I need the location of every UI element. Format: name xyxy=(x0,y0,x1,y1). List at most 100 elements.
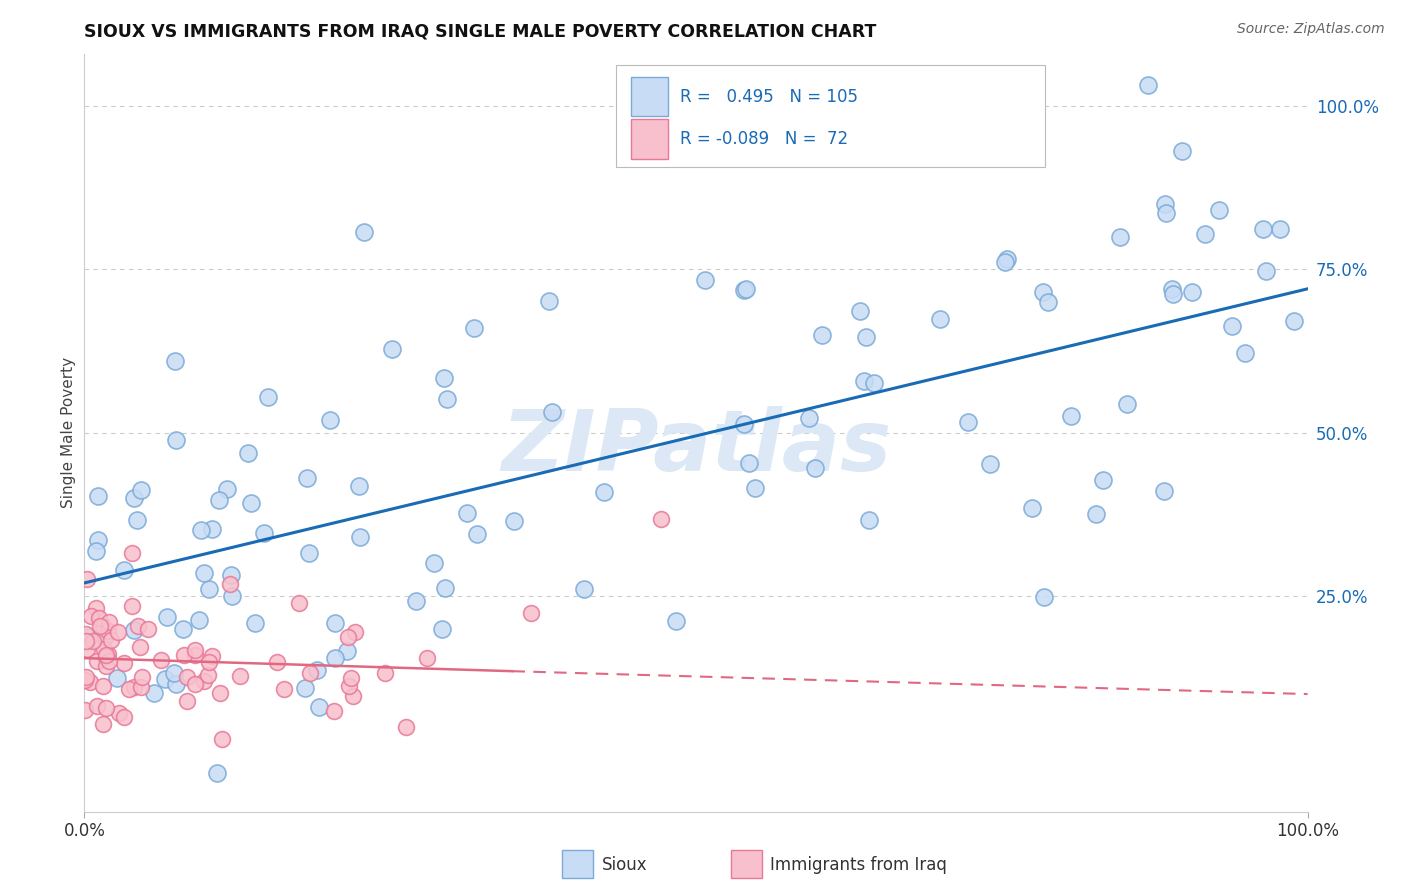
Point xyxy=(245,616,267,631)
Point xyxy=(105,671,128,685)
Point xyxy=(325,615,347,630)
Bar xyxy=(631,120,668,159)
Point xyxy=(156,610,179,624)
Point xyxy=(93,641,115,656)
Point xyxy=(176,670,198,684)
Point xyxy=(253,526,276,541)
Point xyxy=(201,522,224,536)
Text: R = -0.089   N =  72: R = -0.089 N = 72 xyxy=(681,130,848,148)
Point xyxy=(572,582,595,597)
Text: SIOUX VS IMMIGRANTS FROM IRAQ SINGLE MALE POVERTY CORRELATION CHART: SIOUX VS IMMIGRANTS FROM IRAQ SINGLE MAL… xyxy=(84,23,877,41)
Point xyxy=(122,491,145,506)
Point xyxy=(79,675,101,690)
Text: Sioux: Sioux xyxy=(602,856,647,874)
Point xyxy=(693,273,716,287)
Point xyxy=(229,669,252,683)
FancyBboxPatch shape xyxy=(616,65,1045,168)
Point xyxy=(236,446,259,460)
Point xyxy=(183,677,205,691)
Point xyxy=(319,413,342,427)
Point xyxy=(342,690,364,704)
Point xyxy=(131,670,153,684)
Point xyxy=(75,703,97,717)
Point xyxy=(339,671,361,685)
Point xyxy=(86,654,108,668)
Point xyxy=(97,647,120,661)
Point xyxy=(395,721,418,735)
Point xyxy=(1194,227,1216,241)
Point xyxy=(433,371,456,385)
Point xyxy=(87,489,110,503)
Point xyxy=(1251,222,1274,236)
Point xyxy=(91,679,114,693)
Point xyxy=(503,514,526,528)
Point xyxy=(347,479,370,493)
Point xyxy=(665,615,688,629)
Point xyxy=(136,622,159,636)
Point xyxy=(129,483,152,498)
Point xyxy=(1085,507,1108,521)
Point xyxy=(519,606,541,620)
Point xyxy=(76,642,98,657)
Text: Immigrants from Iraq: Immigrants from Iraq xyxy=(770,856,948,874)
Point xyxy=(112,656,135,670)
Point xyxy=(733,417,755,431)
Point xyxy=(150,653,173,667)
Point xyxy=(323,704,346,718)
Point xyxy=(849,303,872,318)
Point xyxy=(217,483,239,497)
Point xyxy=(77,631,100,645)
Point xyxy=(184,643,207,657)
Text: ZIPatlas: ZIPatlas xyxy=(501,406,891,490)
Point xyxy=(353,225,375,239)
Point xyxy=(1161,287,1184,301)
Point xyxy=(163,665,186,680)
Point xyxy=(336,644,359,658)
Point xyxy=(112,563,135,577)
Point xyxy=(172,622,194,636)
Point xyxy=(1282,314,1305,328)
Point xyxy=(107,624,129,639)
Point xyxy=(107,706,129,721)
Point xyxy=(91,619,114,633)
Point xyxy=(96,701,118,715)
Point xyxy=(94,630,117,644)
Point xyxy=(211,732,233,747)
Point xyxy=(96,649,118,664)
Point xyxy=(266,655,288,669)
Point xyxy=(89,619,111,633)
Point xyxy=(853,375,876,389)
Point xyxy=(804,461,827,475)
Point xyxy=(650,512,672,526)
Point xyxy=(209,686,232,700)
Point xyxy=(744,481,766,495)
Point xyxy=(82,634,104,648)
Point xyxy=(1091,473,1114,487)
Point xyxy=(94,659,117,673)
Point xyxy=(75,627,97,641)
Point xyxy=(121,599,143,613)
Point xyxy=(75,634,97,648)
Text: Source: ZipAtlas.com: Source: ZipAtlas.com xyxy=(1237,22,1385,37)
Point xyxy=(76,572,98,586)
Point xyxy=(1270,221,1292,235)
Point xyxy=(434,581,457,595)
Point xyxy=(538,293,561,308)
Point xyxy=(201,649,224,664)
Point xyxy=(1021,501,1043,516)
Point xyxy=(288,596,311,610)
Point xyxy=(121,546,143,560)
Point xyxy=(257,390,280,404)
Point xyxy=(405,594,427,608)
Point xyxy=(143,686,166,700)
Point xyxy=(118,682,141,697)
Point xyxy=(337,679,360,693)
Point xyxy=(465,527,488,541)
Point xyxy=(323,651,346,665)
Point xyxy=(858,513,880,527)
Point xyxy=(1170,144,1192,158)
Point xyxy=(1160,282,1182,296)
Point xyxy=(1222,319,1244,334)
Point xyxy=(593,484,616,499)
Point xyxy=(1116,397,1139,411)
